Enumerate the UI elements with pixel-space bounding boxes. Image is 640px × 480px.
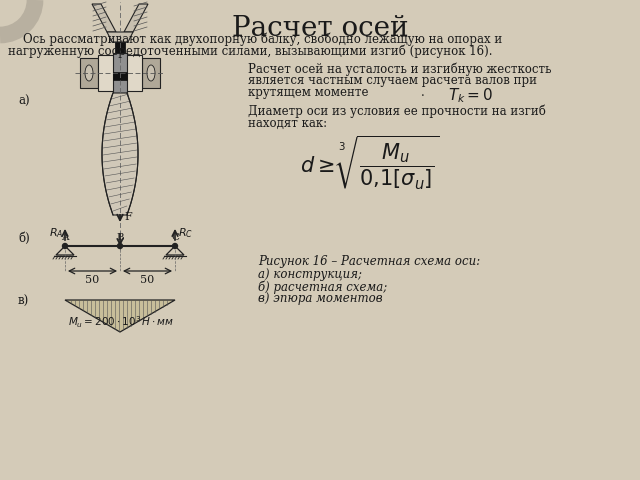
Text: $R_C$: $R_C$ — [178, 226, 193, 240]
Text: B: B — [116, 233, 124, 242]
Bar — [115, 42, 125, 55]
Ellipse shape — [85, 65, 93, 81]
Text: Ось рассматривают как двухопорную балку, свободно лежащую на опорах и: Ось рассматривают как двухопорную балку,… — [8, 33, 502, 47]
Text: $R_A$: $R_A$ — [49, 226, 63, 240]
Polygon shape — [102, 93, 138, 215]
Text: а) конструкция;: а) конструкция; — [258, 268, 362, 281]
Circle shape — [63, 243, 67, 249]
Text: в): в) — [18, 295, 29, 308]
Text: $T_k = 0$: $T_k = 0$ — [448, 86, 493, 105]
Text: A: A — [61, 233, 68, 242]
Text: Диаметр оси из условия ее прочности на изгиб: Диаметр оси из условия ее прочности на и… — [248, 105, 546, 119]
Text: 50: 50 — [140, 275, 155, 285]
Text: нагруженную сосредоточенными силами, вызывающими изгиб (рисунок 16).: нагруженную сосредоточенными силами, выз… — [8, 45, 493, 59]
Bar — [98, 55, 142, 91]
Polygon shape — [124, 4, 148, 32]
Text: а): а) — [18, 95, 29, 108]
Text: Расчет осей: Расчет осей — [232, 15, 408, 42]
Text: крутящем моменте              .: крутящем моменте . — [248, 86, 425, 99]
Polygon shape — [107, 32, 133, 42]
Text: F: F — [124, 212, 132, 222]
Text: C: C — [171, 233, 179, 242]
Bar — [113, 53, 127, 93]
Text: б): б) — [18, 232, 29, 245]
Text: 50: 50 — [85, 275, 100, 285]
Polygon shape — [65, 300, 175, 332]
Ellipse shape — [147, 65, 155, 81]
Text: является частным случаем расчета валов при: является частным случаем расчета валов п… — [248, 74, 537, 87]
Text: б) расчетная схема;: б) расчетная схема; — [258, 280, 387, 293]
Text: в) эпюра моментов: в) эпюра моментов — [258, 292, 383, 305]
Bar — [113, 72, 127, 80]
Bar — [142, 58, 160, 88]
Polygon shape — [92, 4, 116, 32]
Bar — [80, 58, 98, 88]
Text: $d \geq \sqrt[3]{\dfrac{M_{u}}{0{,}1[\sigma_{u}]}}$: $d \geq \sqrt[3]{\dfrac{M_{u}}{0{,}1[\si… — [300, 133, 440, 191]
Circle shape — [173, 243, 177, 249]
Circle shape — [118, 243, 122, 249]
Text: Рисунок 16 – Расчетная схема оси:: Рисунок 16 – Расчетная схема оси: — [258, 255, 480, 268]
Text: находят как:: находят как: — [248, 117, 327, 130]
Text: $M_u = 200\cdot10^3\,H\cdot мм$: $M_u = 200\cdot10^3\,H\cdot мм$ — [68, 314, 174, 330]
Text: Расчет осей на усталость и изгибную жесткость: Расчет осей на усталость и изгибную жест… — [248, 62, 552, 75]
